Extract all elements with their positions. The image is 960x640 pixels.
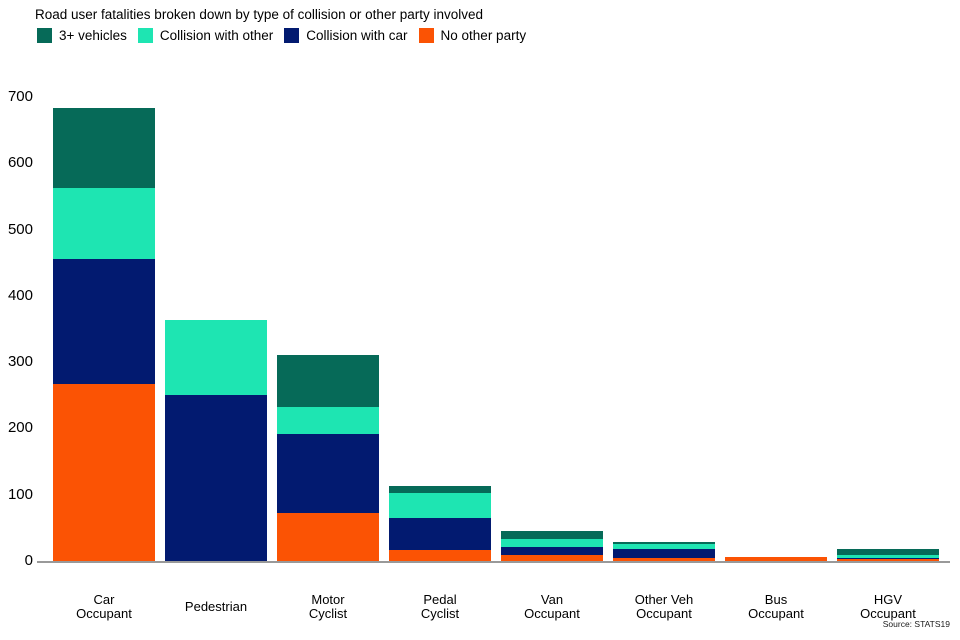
legend-swatch-3-vehicles (37, 28, 52, 43)
source-note: Source: STATS19 (882, 619, 950, 629)
legend-item-no-other-party: No other party (418, 28, 527, 43)
bar-segment-collision-with-other (165, 320, 267, 395)
legend-swatch-collision-with-car (284, 28, 300, 43)
x-label-bus-occupant: Bus Occupant (748, 591, 804, 621)
bar-segment-3-vehicles (613, 541, 715, 544)
y-tick-label: 200 (7, 419, 33, 437)
x-label-pedal-cyclist: Pedal Cyclist (420, 591, 460, 621)
bar-bus-occupant (725, 557, 827, 561)
bar-segment-3-vehicles (501, 531, 603, 540)
legend-label: Collision with other (159, 28, 274, 43)
legend-label: No other party (440, 28, 527, 43)
legend-swatch-collision-with-other (137, 28, 153, 43)
y-axis: 0 100 200 300 400 500 600 700 (0, 0, 33, 640)
bar-segment-collision-with-other (837, 555, 939, 558)
bar-segment-no-other-party (725, 557, 827, 561)
x-label-car-occupant: Car Occupant (76, 591, 132, 621)
x-label-other-veh-occupant: Other Veh Occupant (634, 591, 694, 621)
bar-segment-no-other-party (613, 557, 715, 561)
bar-segment-collision-with-other (613, 543, 715, 550)
legend-item-3-vehicles: 3+ vehicles (37, 28, 127, 43)
x-axis-line (37, 561, 950, 563)
bar-other-veh-occupant (613, 541, 715, 561)
bar-pedal-cyclist (389, 486, 491, 561)
bar-segment-no-other-party (837, 559, 939, 561)
bar-segment-collision-with-car (389, 517, 491, 550)
bar-segment-no-other-party (277, 513, 379, 561)
bar-van-occupant (501, 531, 603, 561)
bar-segment-collision-with-other (389, 493, 491, 518)
y-tick-label: 100 (7, 485, 33, 503)
bar-car-occupant (53, 108, 155, 561)
bar-segment-no-other-party (389, 549, 491, 561)
y-tick-label: 600 (7, 154, 33, 172)
legend-item-collision-with-car: Collision with car (284, 28, 408, 43)
chart-title: Road user fatalities broken down by type… (35, 7, 483, 22)
y-tick-label: 300 (7, 353, 33, 371)
bar-hgv-occupant (837, 549, 939, 561)
bar-segment-collision-with-car (613, 549, 715, 558)
bar-segment-collision-with-other (53, 187, 155, 259)
bar-segment-3-vehicles (53, 108, 155, 188)
x-label-motor-cyclist: Motor Cyclist (308, 591, 348, 621)
bar-segment-3-vehicles (837, 549, 939, 556)
y-tick-label: 400 (7, 286, 33, 304)
legend-label: Collision with car (306, 28, 408, 43)
bar-segment-collision-with-car (501, 547, 603, 556)
x-label-van-occupant: Van Occupant (524, 591, 580, 621)
x-label-pedestrian: Pedestrian (184, 598, 248, 614)
bar-segment-no-other-party (501, 555, 603, 561)
legend-item-collision-with-other: Collision with other (137, 28, 274, 43)
x-axis-labels: Car Occupant Pedestrian Motor Cyclist Pedal… (37, 592, 950, 622)
plot-area (37, 97, 950, 561)
bar-segment-collision-with-car (165, 394, 267, 561)
y-tick-label: 500 (7, 220, 33, 238)
bar-segment-3-vehicles (277, 354, 379, 407)
legend: 3+ vehicles Collision with other Collision… (37, 28, 526, 43)
bar-segment-collision-with-other (277, 406, 379, 435)
x-label-hgv-occupant: HGV Occupant (860, 591, 916, 621)
legend-label: 3+ vehicles (59, 28, 127, 43)
bar-segment-collision-with-car (837, 557, 939, 560)
legend-swatch-no-other-party (418, 28, 434, 43)
bar-segment-collision-with-car (277, 434, 379, 514)
bar-segment-no-other-party (53, 384, 155, 561)
bar-segment-collision-with-car (53, 258, 155, 385)
y-tick-label: 700 (7, 88, 33, 105)
bar-motor-cyclist (277, 354, 379, 561)
bar-segment-3-vehicles (389, 486, 491, 494)
bar-segment-collision-with-other (501, 539, 603, 548)
y-tick-label: 0 (24, 552, 33, 569)
bar-pedestrian (165, 320, 267, 561)
